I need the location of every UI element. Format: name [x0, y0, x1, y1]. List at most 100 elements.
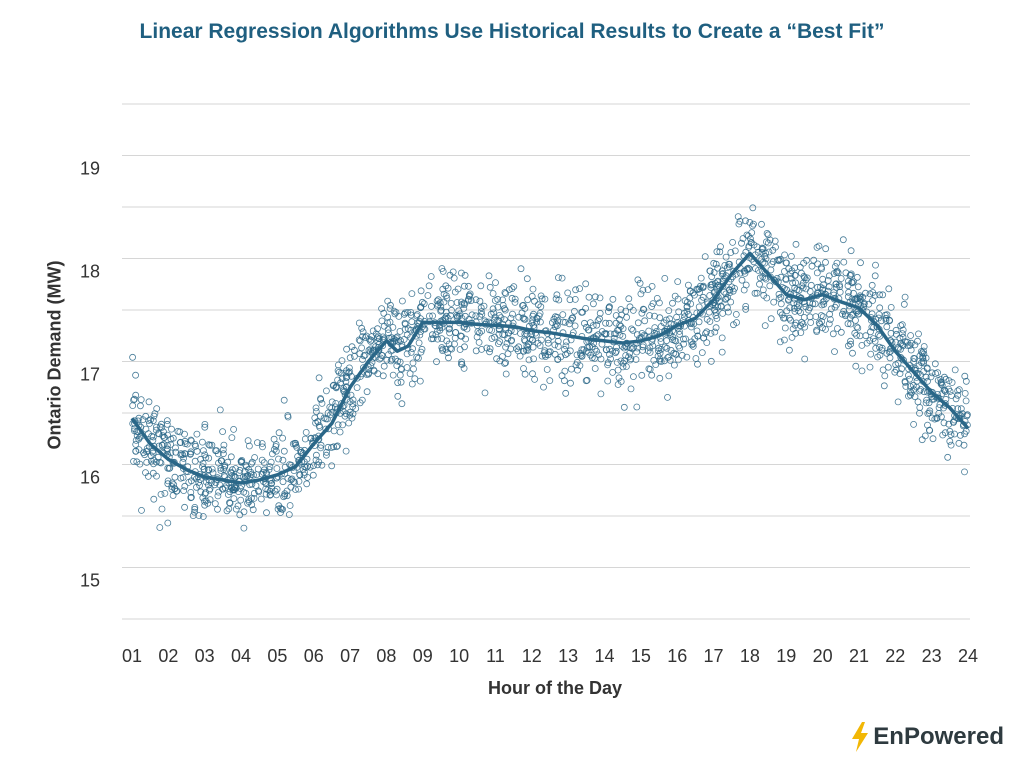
- data-point: [963, 412, 971, 420]
- data-point: [346, 354, 354, 362]
- data-point: [538, 352, 546, 360]
- data-point: [916, 404, 924, 411]
- data-point: [871, 291, 879, 299]
- data-point: [561, 345, 568, 353]
- data-point: [722, 253, 730, 261]
- data-point: [387, 347, 395, 355]
- x-tick-label: 20: [813, 646, 833, 666]
- data-point: [342, 369, 350, 377]
- data-point: [285, 511, 293, 518]
- y-tick-label: 17: [80, 365, 100, 385]
- data-point: [333, 443, 341, 451]
- data-point: [201, 451, 209, 459]
- data-point: [418, 345, 426, 353]
- data-point: [275, 455, 282, 463]
- data-point: [461, 271, 469, 279]
- data-point: [846, 314, 854, 321]
- data-point: [475, 338, 483, 346]
- data-point: [199, 513, 207, 520]
- data-point: [894, 398, 902, 406]
- data-point: [323, 448, 331, 456]
- data-point: [634, 331, 641, 339]
- data-point: [850, 289, 857, 297]
- data-point: [353, 384, 361, 392]
- data-point: [318, 461, 326, 469]
- data-point: [228, 472, 236, 480]
- data-point: [648, 282, 656, 290]
- data-point: [910, 358, 917, 366]
- data-point: [132, 440, 140, 448]
- data-point: [489, 305, 497, 313]
- data-point: [776, 308, 784, 316]
- data-point: [416, 377, 424, 385]
- data-point: [180, 487, 188, 495]
- data-point: [639, 286, 647, 294]
- data-point: [749, 204, 757, 212]
- data-point: [759, 245, 767, 253]
- data-point: [866, 337, 874, 345]
- data-point: [444, 284, 452, 292]
- data-point: [901, 293, 909, 301]
- data-point: [899, 333, 907, 341]
- data-point: [407, 348, 415, 356]
- data-point: [831, 348, 838, 356]
- data-point: [686, 288, 694, 295]
- data-point: [200, 465, 208, 473]
- data-point: [130, 457, 137, 465]
- data-point: [626, 356, 634, 364]
- data-point: [906, 375, 913, 383]
- data-point: [132, 447, 140, 455]
- data-point: [676, 327, 683, 335]
- data-point: [868, 281, 876, 289]
- data-point: [651, 312, 658, 320]
- data-point: [938, 413, 945, 421]
- data-point: [585, 293, 593, 301]
- data-point: [678, 351, 686, 359]
- data-point: [906, 387, 914, 395]
- data-point: [374, 332, 382, 340]
- data-point: [434, 296, 442, 304]
- data-point: [633, 403, 641, 411]
- data-point: [817, 283, 824, 291]
- data-point: [394, 392, 402, 400]
- data-point: [551, 350, 559, 358]
- data-point: [707, 283, 715, 291]
- data-point: [886, 316, 893, 324]
- data-point: [738, 276, 746, 284]
- data-point: [649, 342, 657, 350]
- data-point: [586, 343, 593, 351]
- best-fit-line: [130, 251, 970, 485]
- data-point: [156, 423, 164, 431]
- data-point: [445, 354, 452, 362]
- data-point: [295, 477, 303, 485]
- data-point: [770, 298, 778, 306]
- data-point: [844, 320, 852, 328]
- data-point: [688, 323, 695, 331]
- data-point: [957, 431, 964, 439]
- data-point: [646, 312, 653, 319]
- data-point: [887, 329, 895, 337]
- data-point: [523, 275, 531, 283]
- data-point: [604, 359, 612, 367]
- data-point: [944, 453, 952, 461]
- data-point: [540, 383, 547, 391]
- data-point: [952, 395, 960, 403]
- data-point: [634, 344, 641, 352]
- data-point: [732, 310, 740, 318]
- data-point: [504, 335, 512, 342]
- data-point: [860, 300, 868, 308]
- data-point: [683, 302, 691, 310]
- y-tick-labels: 15 16 17 18 19: [80, 159, 100, 591]
- data-point: [874, 353, 881, 361]
- data-point: [848, 311, 856, 319]
- data-point: [588, 354, 596, 362]
- data-point: [672, 337, 680, 345]
- data-point: [602, 319, 609, 327]
- data-point: [391, 310, 399, 318]
- data-point: [462, 335, 470, 343]
- data-point: [404, 308, 412, 316]
- data-point: [302, 464, 310, 471]
- data-point: [959, 410, 966, 418]
- data-point: [486, 283, 494, 291]
